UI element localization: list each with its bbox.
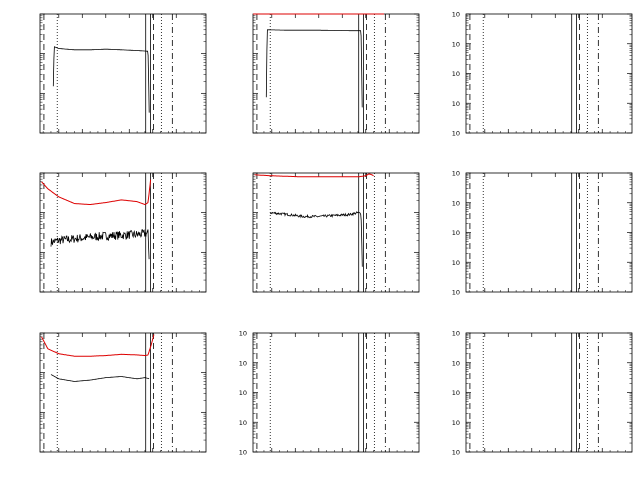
panel-det-9f: 10 10 10 10 10 xyxy=(452,330,633,457)
y-tick-label: 10 xyxy=(452,130,460,138)
y-tick-label: 10 xyxy=(452,70,460,78)
y-tick-label: 10 xyxy=(452,11,460,19)
series-line-events xyxy=(52,46,150,113)
series-line-lld xyxy=(254,173,374,178)
panel-det-6f: 10 10 10 10 10 xyxy=(452,170,633,297)
panel-det-5f xyxy=(252,172,420,293)
series-line-events xyxy=(50,229,150,260)
y-tick-label: 10 xyxy=(239,449,247,457)
panel-det-7f xyxy=(39,332,207,453)
plot-frame xyxy=(39,332,207,453)
y-tick-label: 10 xyxy=(239,419,247,427)
panel-det-8f: 10 10 10 10 10 xyxy=(239,330,420,457)
plot-frame xyxy=(39,13,207,134)
series-line-events xyxy=(269,211,363,267)
panel-det-3f: 10 10 10 10 10 xyxy=(452,11,633,138)
series-line-events xyxy=(265,29,363,108)
y-tick-label: 10 xyxy=(452,289,460,297)
plot-frame xyxy=(252,172,420,293)
panel-det-2f xyxy=(252,13,420,134)
y-tick-label: 10 xyxy=(452,40,460,48)
y-tick-label: 10 xyxy=(452,449,460,457)
y-tick-label: 10 xyxy=(452,170,460,178)
y-tick-label: 10 xyxy=(239,389,247,397)
plot-frame xyxy=(39,172,207,293)
series-line-events xyxy=(50,374,150,382)
y-tick-label: 10 xyxy=(239,359,247,367)
y-tick-label: 10 xyxy=(452,259,460,267)
y-tick-label: 10 xyxy=(452,330,460,338)
y-tick-label: 10 xyxy=(452,229,460,237)
y-tick-label: 10 xyxy=(239,330,247,338)
y-tick-label: 10 xyxy=(452,419,460,427)
series-line-lld xyxy=(41,334,155,357)
panel-det-4f xyxy=(39,172,207,293)
y-tick-label: 10 xyxy=(452,199,460,207)
y-tick-label: 10 xyxy=(452,100,460,108)
panel-det-1f xyxy=(39,13,207,134)
y-tick-label: 10 xyxy=(452,359,460,367)
series-line-lld xyxy=(41,179,152,206)
y-tick-label: 10 xyxy=(452,389,460,397)
